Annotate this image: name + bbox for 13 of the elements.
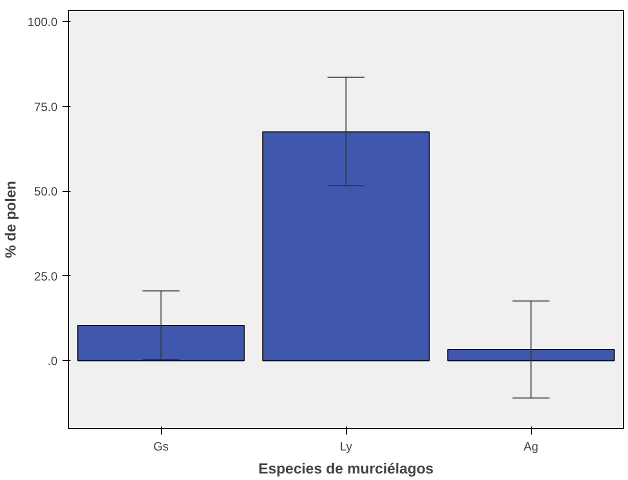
y-tick-label: 25.0 — [34, 269, 58, 284]
bar — [262, 131, 430, 362]
y-axis-title: % de polen — [3, 180, 20, 258]
x-tick-label: Ly — [340, 440, 352, 454]
x-axis-title: Especies de murciélagos — [258, 462, 434, 478]
y-tick-label: 50.0 — [34, 184, 58, 199]
x-tick-label: Gs — [153, 440, 169, 454]
y-tick-label: 75.0 — [34, 100, 58, 114]
bar — [77, 324, 245, 362]
x-tick-label: Ag — [524, 440, 538, 454]
bar — [447, 349, 615, 362]
y-tick-label: .0 — [47, 354, 58, 368]
y-tick-label: 100.0 — [27, 15, 58, 30]
